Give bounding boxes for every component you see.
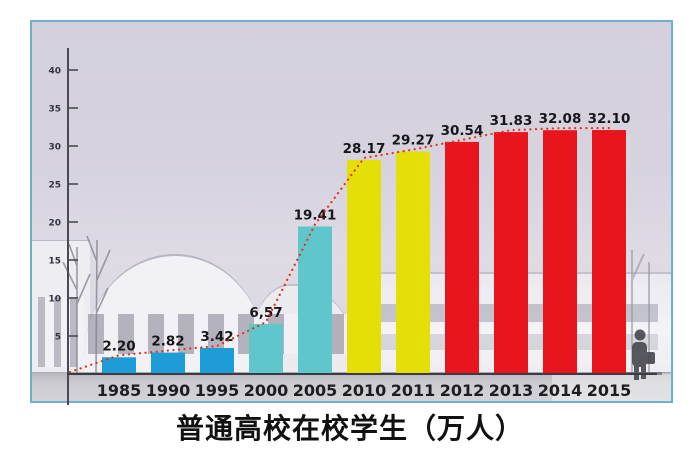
bar-1995 — [200, 348, 234, 373]
y-tick-label: 5 — [55, 333, 61, 343]
bar-value-label: 31.83 — [490, 113, 533, 129]
bar-2012 — [445, 141, 479, 373]
x-axis-label-2012: 2012 — [440, 381, 485, 400]
bar-2000 — [249, 324, 283, 373]
y-tick-label: 30 — [48, 143, 61, 153]
bar-2014 — [543, 130, 577, 373]
trend-dotted-line — [68, 126, 611, 374]
x-axis-label-2000: 2000 — [244, 381, 289, 400]
bar-value-label: 19.41 — [294, 207, 337, 223]
y-tick-label: 20 — [48, 219, 61, 229]
x-axis-label-2015: 2015 — [587, 381, 632, 400]
y-tick-label: 15 — [48, 257, 61, 267]
y-tick-label: 35 — [48, 105, 61, 115]
x-axis-label-2010: 2010 — [342, 381, 387, 400]
bar-value-label: 28.17 — [343, 141, 386, 157]
bar-1985 — [102, 357, 136, 373]
chart-title: 普通高校在校学生（万人） — [175, 412, 524, 445]
bar-2011 — [396, 151, 430, 373]
x-axis-label-2005: 2005 — [293, 381, 338, 400]
bar-2013 — [494, 132, 528, 373]
y-tick-label: 40 — [48, 67, 61, 77]
bar-value-label: 32.08 — [539, 111, 582, 127]
bar-1990 — [151, 352, 185, 373]
bar-2010 — [347, 159, 381, 373]
x-axis-label-2014: 2014 — [538, 381, 583, 400]
y-tick-label: 25 — [48, 181, 61, 191]
bar-value-label: 32.10 — [588, 111, 631, 127]
bar-value-label: 29.27 — [392, 133, 435, 149]
bar-2015 — [592, 130, 626, 373]
bar-value-label: 2.82 — [151, 334, 184, 350]
bar-value-label: 3.42 — [200, 329, 233, 345]
x-axis-label-1995: 1995 — [195, 381, 240, 400]
x-axis-label-1985: 1985 — [97, 381, 142, 400]
bar-value-label: 30.54 — [441, 123, 484, 139]
walkway-light-patch — [552, 374, 671, 401]
bar-2005 — [298, 226, 332, 373]
y-tick-label: 10 — [48, 295, 61, 305]
x-axis-label-2011: 2011 — [391, 381, 436, 400]
x-axis-label-1990: 1990 — [146, 381, 191, 400]
tree-silhouette-left — [62, 235, 111, 375]
bar-value-label: 6,57 — [249, 305, 282, 321]
bar-value-label: 2.20 — [102, 338, 135, 354]
x-axis-label-2013: 2013 — [489, 381, 534, 400]
